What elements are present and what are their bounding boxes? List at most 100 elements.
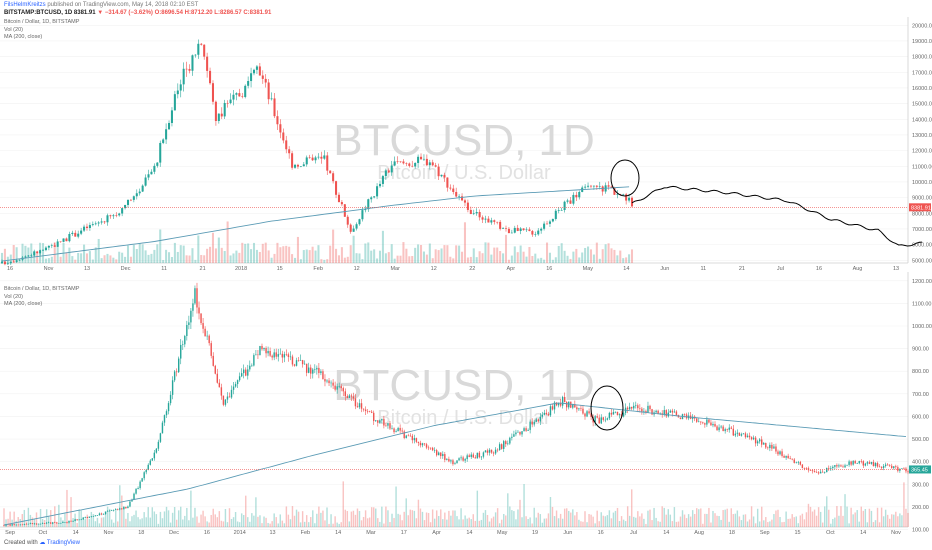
volume-bar xyxy=(56,522,58,527)
volume-bar xyxy=(23,509,26,527)
volume-bar xyxy=(507,493,509,527)
volume-bar xyxy=(645,523,647,527)
volume-bar xyxy=(815,515,818,527)
volume-bar xyxy=(452,510,454,527)
volume-bar xyxy=(169,522,172,527)
candle xyxy=(112,509,115,511)
volume-bar xyxy=(466,257,469,263)
candle xyxy=(96,515,99,516)
candle xyxy=(76,519,78,521)
volume-bar xyxy=(147,507,149,527)
volume-bar xyxy=(584,247,587,263)
candle xyxy=(724,429,726,432)
volume-bar xyxy=(96,517,99,527)
volume-bar xyxy=(557,518,560,527)
volume-bar xyxy=(346,511,349,527)
volume-bar xyxy=(297,511,300,527)
volume-bar xyxy=(76,522,78,527)
volume-bar xyxy=(622,519,625,527)
volume-bar xyxy=(358,511,361,527)
price-tick-label: 800.00 xyxy=(912,369,929,375)
candle xyxy=(19,524,21,526)
volume-bar xyxy=(533,507,535,527)
candle xyxy=(490,449,493,453)
candle xyxy=(106,511,109,512)
candle xyxy=(618,414,621,416)
volume-bar xyxy=(188,520,190,527)
candle xyxy=(367,199,370,210)
candle xyxy=(389,423,391,429)
volume-bar xyxy=(748,519,751,527)
volume-bar xyxy=(708,507,710,527)
candle xyxy=(303,363,306,365)
volume-bar xyxy=(405,248,408,263)
candle xyxy=(475,212,478,214)
top-chart-pane[interactable]: 20000.00 19000.00 18000.00 17000.00 16000.00… xyxy=(0,17,932,272)
bottom-chart-pane[interactable]: 1200.00 1100.00 1000.00 900.00 800.00 700.00 6… xyxy=(0,272,932,538)
candle xyxy=(338,386,340,387)
candle xyxy=(212,355,214,366)
candle xyxy=(557,210,560,211)
volume-bar xyxy=(43,520,46,527)
candle xyxy=(891,465,893,469)
volume-bar xyxy=(545,518,548,527)
volume-bar xyxy=(334,516,336,527)
footer-brand[interactable]: TradingView xyxy=(46,540,80,546)
candle xyxy=(264,78,267,83)
candle xyxy=(190,310,192,323)
candle xyxy=(566,200,569,202)
volume-bar xyxy=(60,517,62,527)
volume-bar xyxy=(878,522,881,527)
volume-bar xyxy=(127,513,129,527)
candle xyxy=(507,228,510,234)
candle xyxy=(429,447,432,449)
volume-bar xyxy=(488,521,491,527)
candle xyxy=(358,403,361,408)
volume-bar xyxy=(141,244,144,263)
volume-bar xyxy=(104,513,107,527)
volume-bar xyxy=(273,513,275,527)
candle xyxy=(124,204,127,209)
candle xyxy=(510,232,513,234)
volume-bar xyxy=(7,518,9,527)
symbol-label[interactable]: BITSTAMP:BTCUSD, 1D xyxy=(4,10,73,16)
volume-bar xyxy=(291,506,294,527)
volume-bar xyxy=(773,514,775,527)
volume-bar xyxy=(251,513,253,527)
candle xyxy=(224,399,227,405)
candle xyxy=(56,522,58,524)
volume-bar xyxy=(218,511,221,527)
volume-bar xyxy=(525,256,528,263)
candle xyxy=(118,213,121,216)
volume-bar xyxy=(543,518,546,527)
volume-bar xyxy=(390,244,393,263)
candle xyxy=(444,454,446,460)
time-tick-label: 13 xyxy=(893,266,899,272)
candle xyxy=(62,522,64,523)
volume-bar xyxy=(324,520,326,527)
volume-bar xyxy=(651,520,653,527)
top-chart-svg[interactable]: 20000.00 19000.00 18000.00 17000.00 16000.00… xyxy=(0,17,932,272)
volume-bar xyxy=(308,250,311,263)
candle xyxy=(198,307,200,314)
volume-bar xyxy=(511,510,513,527)
volume-bar xyxy=(270,257,273,263)
author-link[interactable]: FilsHelmKreitzs xyxy=(4,2,46,8)
candle xyxy=(143,472,145,479)
candle xyxy=(417,156,420,163)
volume-bar xyxy=(293,257,297,263)
candle xyxy=(464,459,466,461)
bottom-chart-svg[interactable]: 1200.00 1100.00 1000.00 900.00 800.00 700.00 6… xyxy=(0,272,932,538)
volume-bar xyxy=(58,504,60,527)
volume-bar xyxy=(689,516,692,527)
volume-bar xyxy=(162,259,165,263)
candle xyxy=(330,382,332,384)
volume-bar xyxy=(433,518,436,527)
volume-bar xyxy=(891,514,893,527)
volume-bar xyxy=(329,245,332,263)
volume-bar xyxy=(539,514,542,527)
volume-bar xyxy=(775,510,777,527)
candle xyxy=(261,346,263,350)
volume-bar xyxy=(132,244,135,263)
price-tick-label: 300.00 xyxy=(912,482,929,488)
